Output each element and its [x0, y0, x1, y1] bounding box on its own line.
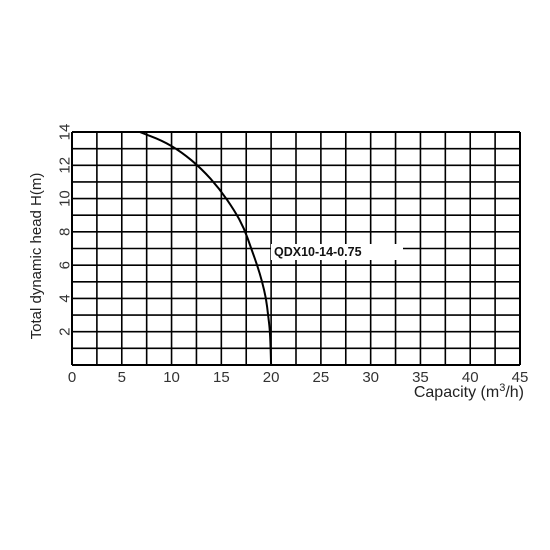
series-label-background [271, 244, 403, 260]
x-tick-label: 15 [213, 369, 230, 386]
y-tick-label: 6 [57, 261, 74, 269]
x-tick-label: 10 [163, 369, 180, 386]
y-tick-label: 4 [57, 294, 74, 302]
y-tick-label: 8 [57, 228, 74, 236]
x-tick-label: 35 [412, 369, 429, 386]
series-label: QDX10-14-0.75 [274, 245, 362, 259]
performance-curve [139, 131, 273, 366]
y-tick-label: 12 [57, 157, 74, 174]
y-axis-ticks: 2 4 6 8 10 12 14 [57, 124, 74, 336]
x-tick-label: 5 [118, 369, 126, 386]
x-tick-label: 30 [362, 369, 379, 386]
y-axis-label: Total dynamic head H(m) [28, 173, 45, 340]
series-layer: QDX10-14-0.75 [139, 131, 403, 366]
x-tick-label: 25 [313, 369, 330, 386]
y-tick-label: 2 [57, 328, 74, 336]
x-axis-label: Capacity (m3/h) [414, 382, 524, 401]
y-tick-label: 10 [57, 190, 74, 207]
x-axis-ticks: 0 5 10 15 20 25 30 35 40 45 [68, 369, 529, 386]
x-tick-label: 0 [68, 369, 76, 386]
x-tick-label: 20 [263, 369, 280, 386]
x-tick-label: 40 [462, 369, 479, 386]
y-tick-label: 14 [57, 124, 74, 141]
x-tick-label: 45 [512, 369, 529, 386]
